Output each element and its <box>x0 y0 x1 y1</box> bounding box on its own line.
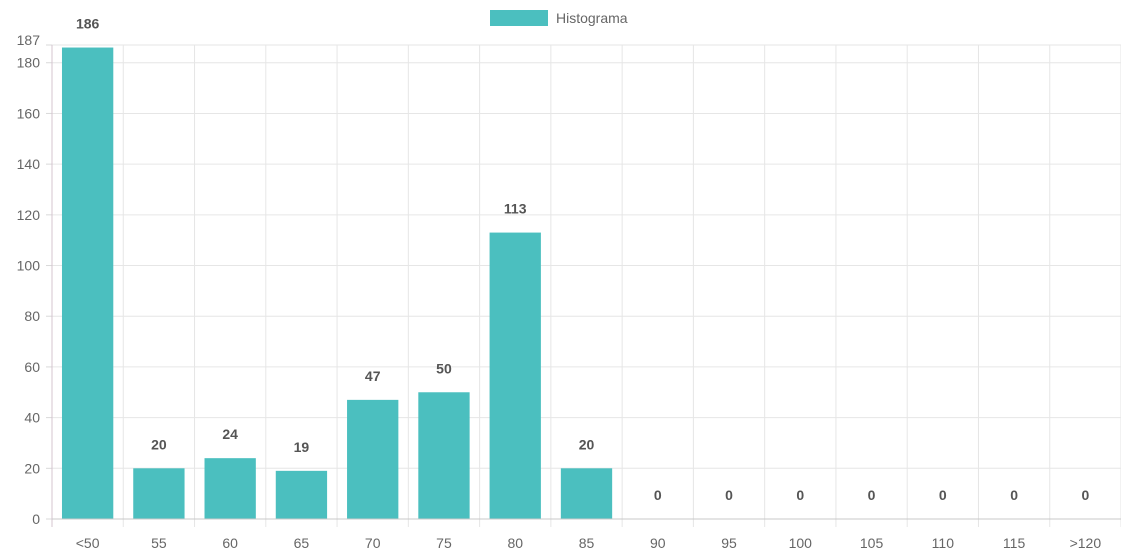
y-tick-label: 80 <box>24 308 40 324</box>
x-tick-label: <50 <box>76 535 100 551</box>
x-tick-label: >120 <box>1070 535 1102 551</box>
bar-value-label: 0 <box>939 487 947 503</box>
bar-value-label: 0 <box>796 487 804 503</box>
bar-value-label: 50 <box>436 360 452 376</box>
bar-value-label: 20 <box>579 436 595 452</box>
x-tick-label: 115 <box>1003 535 1026 551</box>
y-tick-label: 20 <box>24 460 40 476</box>
y-tick-label: 100 <box>17 258 41 274</box>
y-tick-label: 160 <box>17 105 41 121</box>
y-tick-label: 60 <box>24 359 40 375</box>
bar[interactable] <box>133 468 185 519</box>
y-tick-label: 180 <box>17 55 41 71</box>
legend-label: Histograma <box>556 10 628 26</box>
bar-value-label: 19 <box>294 439 310 455</box>
data-labels: 186 20 24 19 47 50 113 20 0 0 0 0 0 0 0 <box>76 16 1090 503</box>
y-tick-label: 40 <box>24 410 40 426</box>
bar-value-label: 0 <box>1010 487 1018 503</box>
bar[interactable] <box>418 392 470 519</box>
x-tick-label: 85 <box>579 535 595 551</box>
x-tick-label: 65 <box>294 535 310 551</box>
bar-value-label: 20 <box>151 436 167 452</box>
y-tick-label: 140 <box>17 156 41 172</box>
x-tick-label: 55 <box>151 535 167 551</box>
bar-value-label: 0 <box>1081 487 1089 503</box>
bar-value-label: 0 <box>868 487 876 503</box>
x-tick-label: 70 <box>365 535 381 551</box>
bar-value-label: 0 <box>654 487 662 503</box>
x-tick-label: 60 <box>222 535 238 551</box>
y-tick-label: 0 <box>32 511 40 527</box>
bar[interactable] <box>560 468 613 519</box>
x-tick-label: 90 <box>650 535 666 551</box>
x-tick-label: 105 <box>860 535 884 551</box>
bar-value-label: 186 <box>76 16 100 32</box>
x-tick-label: 95 <box>721 535 737 551</box>
x-tick-label: 80 <box>507 535 523 551</box>
bar-value-label: 113 <box>504 201 527 217</box>
y-tick-label: 187 <box>17 32 41 48</box>
bar[interactable] <box>61 47 114 519</box>
x-tick-label: 110 <box>932 535 955 551</box>
y-tick-label: 120 <box>17 207 41 223</box>
bar-value-label: 47 <box>365 368 381 384</box>
bar[interactable] <box>489 232 541 519</box>
axes: 0 20 40 60 80 100 120 140 160 180 187 <50 55 60 65 70 75… <box>17 32 1121 551</box>
grid-lines <box>51 44 1121 527</box>
bar-value-label: 24 <box>222 426 238 442</box>
x-tick-label: 75 <box>436 535 452 551</box>
legend-swatch <box>490 10 548 26</box>
bar-value-label: 0 <box>725 487 733 503</box>
bar[interactable] <box>204 458 256 519</box>
bar[interactable] <box>347 399 399 519</box>
chart-legend[interactable]: Histograma <box>490 10 628 26</box>
bars <box>61 47 613 519</box>
x-tick-label: 100 <box>789 535 813 551</box>
bar[interactable] <box>275 470 328 519</box>
